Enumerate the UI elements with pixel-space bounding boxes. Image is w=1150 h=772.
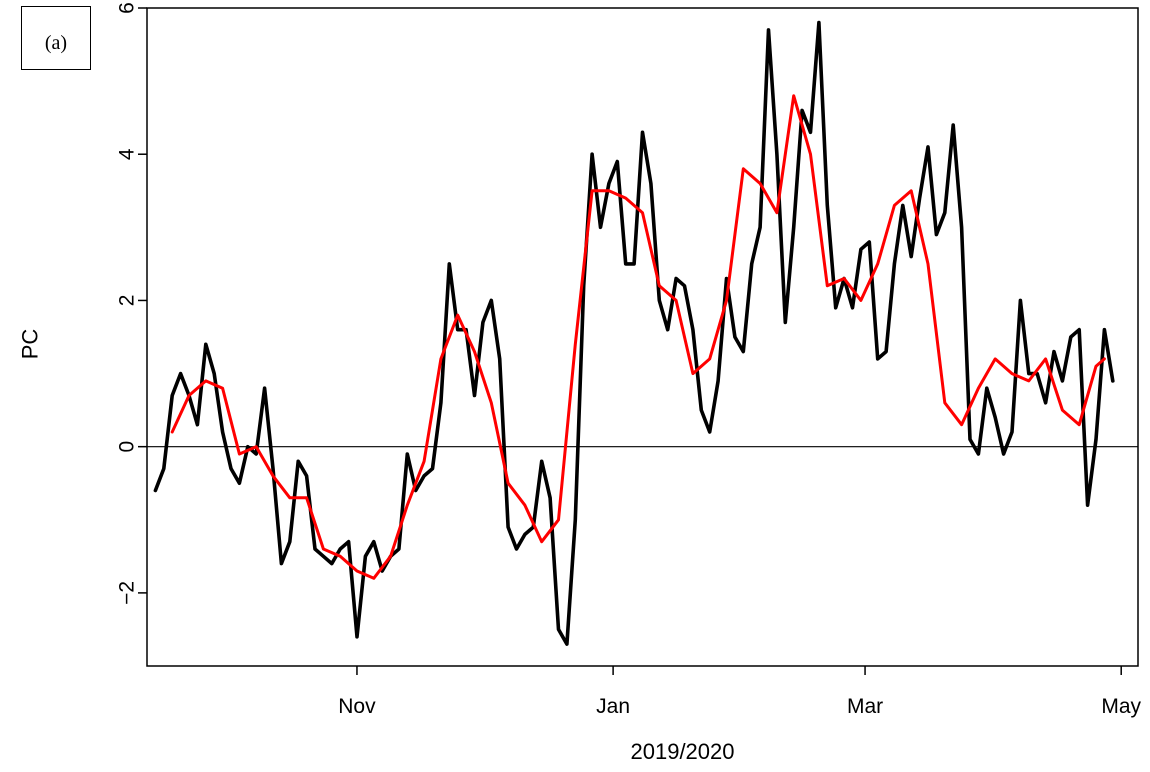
y-axis-title: PC xyxy=(18,329,43,360)
panel-label: (a) xyxy=(21,6,91,70)
axes: −2 0 2 4 6 Nov Jan Mar May xyxy=(116,2,1142,718)
y-tick-label: 0 xyxy=(116,441,139,453)
x-tick-label: Jan xyxy=(596,695,630,718)
plot-frame xyxy=(146,7,1139,667)
y-tick-label: 4 xyxy=(116,148,139,160)
y-tick-label: −2 xyxy=(116,581,139,605)
y-tick-label: 6 xyxy=(116,2,139,14)
raw-series-line xyxy=(153,20,1115,646)
x-tick-label: Mar xyxy=(847,695,883,718)
x-tick-label: Nov xyxy=(338,695,376,718)
smoothed-series-line xyxy=(170,94,1106,580)
series-layer xyxy=(153,20,1115,646)
y-tick-label: 2 xyxy=(116,295,139,307)
x-axis-title: 2019/2020 xyxy=(631,739,735,764)
x-tick-label: May xyxy=(1101,695,1141,718)
